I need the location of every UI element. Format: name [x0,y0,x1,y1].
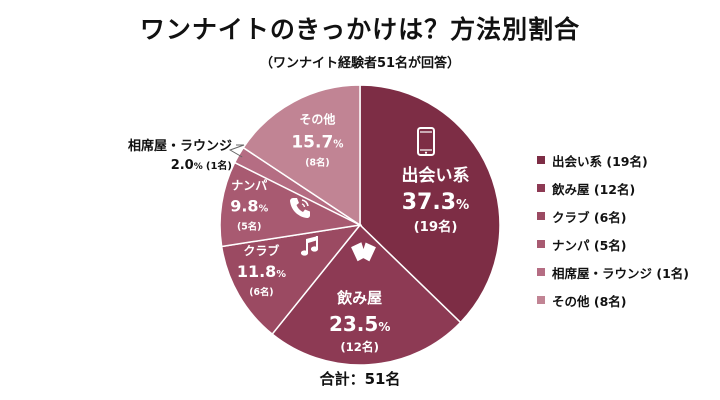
slice-label-nanpa: ナンパ [231,178,267,192]
legend-item-nomiya: 飲み屋 (12名) [537,174,689,202]
legend-swatch [537,296,545,304]
legend-swatch [537,212,545,220]
legend-swatch [537,268,545,276]
slice-label-deaikei: 出会い系 [402,165,470,186]
slice-label-club: クラブ [243,243,279,258]
slice-count-sonota: (8名) [305,157,329,169]
slice-label-nomiya: 飲み屋 [336,289,382,307]
legend-item-sonota: その他 (8名) [537,286,689,314]
legend-label: クラブ (6名) [552,207,626,226]
slice-label-sonota: その他 [299,112,335,127]
legend-swatch [537,156,545,164]
legend-label: 相席屋・ラウンジ (1名) [552,263,689,282]
slice-label-aiseki-lounge: 相席屋・ラウンジ [128,138,232,154]
legend-item-aiseki-lounge: 相席屋・ラウンジ (1名) [537,258,689,286]
chart-legend: 出会い系 (19名) 飲み屋 (12名) クラブ (6名) ナンパ (5名) 相席屋・ラ… [537,146,689,314]
slice-count-club: (6名) [249,286,273,298]
slice-percent-aiseki-lounge: 2.0% (1名) [171,158,232,173]
legend-item-deaikei: 出会い系 (19名) [537,146,689,174]
legend-item-club: クラブ (6名) [537,202,689,230]
legend-label: 出会い系 (19名) [552,151,648,170]
legend-swatch [537,184,545,192]
legend-swatch [537,240,545,248]
legend-label: 飲み屋 (12名) [552,179,635,198]
total-respondents: 合計：51名 [0,368,720,389]
slice-count-deaikei: (19名) [414,218,458,235]
slice-count-nomiya: (12名) [340,340,379,354]
slice-count-nanpa: (5名) [237,220,261,232]
legend-item-nanpa: ナンパ (5名) [537,230,689,258]
legend-label: その他 (8名) [552,291,626,310]
legend-label: ナンパ (5名) [552,235,626,254]
